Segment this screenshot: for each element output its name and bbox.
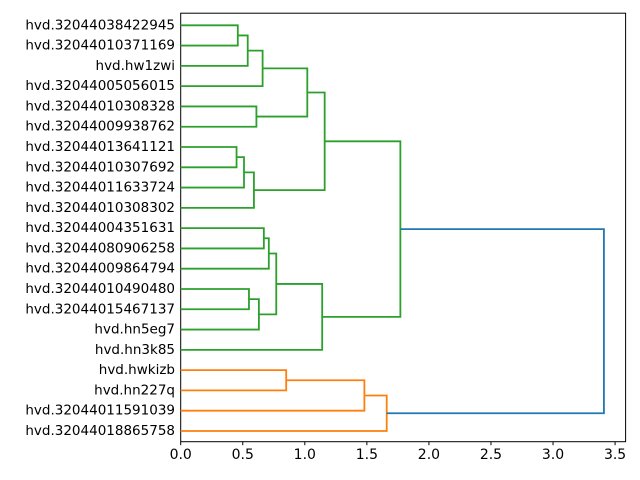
x-tick-label: 1.5 — [356, 447, 378, 463]
x-tick-label: 3.0 — [542, 447, 564, 463]
leaf-label: hvd.32044009864794 — [25, 261, 175, 277]
x-tick-label: 3.5 — [604, 447, 626, 463]
dendrogram-link — [322, 140, 402, 318]
leaf-label: hvd.32044005056015 — [25, 78, 175, 94]
dendrogram-link — [386, 228, 605, 415]
dendrogram-link — [253, 91, 326, 192]
leaf-label: hvd.32044010371169 — [25, 38, 175, 54]
dendrogram-link — [180, 369, 288, 392]
leaf-label: hvd.32044018865758 — [25, 423, 175, 439]
leaf-label: hvd.hn227q — [94, 382, 175, 398]
dendrogram-link — [180, 49, 264, 88]
leaf-label: hvd.hw1zwi — [96, 58, 175, 74]
leaf-label: hvd.32044004351631 — [25, 220, 175, 236]
leaf-label: hvd.hn5eg7 — [94, 322, 175, 338]
leaf-label: hvd.32044080906258 — [25, 240, 175, 256]
leaf-label: hvd.32044009938762 — [25, 119, 175, 135]
dendrogram-link — [258, 252, 278, 316]
dendrogram-link — [180, 156, 245, 189]
dendrogram-link — [180, 283, 324, 351]
x-tick-label: 0.0 — [170, 447, 192, 463]
dendrogram-link — [180, 227, 265, 250]
leaf-label: hvd.32044011591039 — [25, 403, 175, 419]
dendrogram-link — [180, 237, 270, 270]
leaf-label: hvd.32044010308302 — [25, 200, 175, 216]
dendrogram-link — [180, 298, 260, 331]
leaf-label: hvd.32044038422945 — [25, 17, 175, 33]
dendrogram-link — [256, 67, 309, 118]
leaf-label: hvd.32044010308328 — [25, 98, 175, 114]
leaf-label: hvd.32044011633724 — [25, 180, 175, 196]
leaf-label: hvd.32044010307692 — [25, 159, 175, 175]
dendrogram-link — [180, 105, 258, 128]
leaf-label: hvd.32044013641121 — [25, 139, 175, 155]
dendrogram-link — [180, 171, 255, 209]
dendrogram-link — [180, 394, 388, 432]
dendrogram-link — [180, 34, 249, 67]
x-tick-label: 1.0 — [294, 447, 316, 463]
leaf-label: hvd.32044015467137 — [25, 301, 175, 317]
dendrogram-link — [180, 379, 366, 412]
x-tick-label: 2.5 — [480, 447, 502, 463]
x-tick-label: 0.5 — [232, 447, 254, 463]
dendrogram-link — [180, 146, 238, 169]
leaf-label: hvd.hwkizb — [99, 362, 175, 378]
x-tick-label: 2.0 — [418, 447, 440, 463]
leaf-label: hvd.32044010490480 — [25, 281, 175, 297]
dendrogram-link — [180, 288, 250, 311]
leaf-label: hvd.hn3k85 — [95, 342, 175, 358]
dendrogram-link — [180, 24, 239, 47]
